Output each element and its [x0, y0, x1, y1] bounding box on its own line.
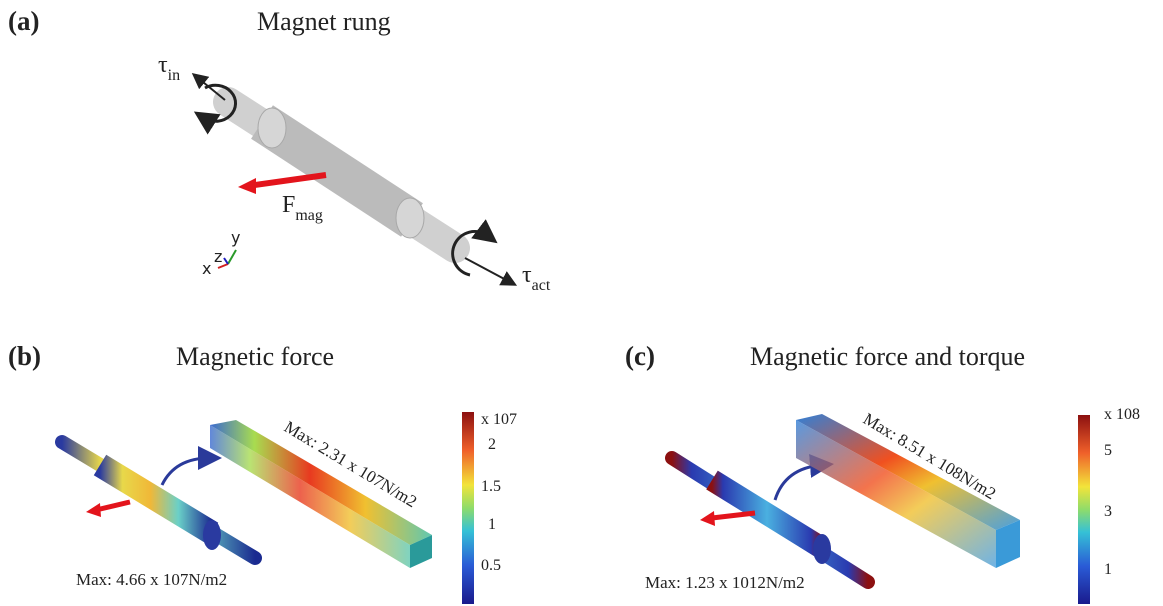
- panel-label: (b): [8, 341, 41, 371]
- symbol: τ: [522, 262, 532, 288]
- rod: [228, 102, 455, 248]
- panel-title: Magnet rung: [257, 7, 391, 36]
- force-arrow: [712, 513, 755, 518]
- force-arrow: [96, 502, 130, 510]
- axis-label: y: [231, 228, 240, 247]
- colorbar-exponent: x 108: [1104, 406, 1140, 423]
- subscript: act: [532, 277, 551, 294]
- panel-title: Magnetic force and torque: [750, 342, 1025, 371]
- arrow-head: [700, 511, 715, 526]
- colorbar-tick: 2: [488, 436, 496, 453]
- panel-label: (c): [625, 341, 655, 371]
- colorbar-tick: 3: [1104, 503, 1112, 520]
- subscript: in: [168, 67, 180, 84]
- axis-label: z: [214, 247, 222, 266]
- arrow-head: [238, 178, 256, 194]
- subscript: mag: [295, 207, 323, 224]
- zoom-arrow: [775, 465, 822, 500]
- zoom-arrow: [162, 458, 210, 485]
- axis-label: x: [202, 259, 211, 278]
- axis-triad: y z x: [202, 228, 240, 278]
- symbol: F: [282, 192, 295, 218]
- torque-label: τact: [522, 262, 551, 294]
- panel-label: (a): [8, 6, 39, 36]
- colorbar-tick: 1: [488, 516, 496, 533]
- colorbar-tick: 1.5: [481, 478, 501, 495]
- colorbar: [1078, 415, 1090, 604]
- arrow-head: [86, 503, 101, 517]
- max-label: Max: 4.66 x 107N/m2: [76, 570, 227, 589]
- colorbar-tick: 5: [1104, 442, 1112, 459]
- torque-label: τin: [158, 52, 180, 84]
- max-label: Max: 1.23 x 1012N/m2: [645, 573, 805, 592]
- figure: (a) Magnet rung τin Fmag τact y z x (b) …: [0, 0, 1163, 606]
- axis-arrow: [465, 258, 510, 282]
- colorbar-tick: 0.5: [481, 557, 501, 574]
- colorbar-exponent: x 107: [481, 411, 517, 428]
- colorbar: [462, 412, 474, 604]
- force-arrow: [248, 175, 326, 186]
- force-label: Fmag: [282, 192, 323, 224]
- rod: [62, 442, 255, 558]
- panel-title: Magnetic force: [176, 342, 334, 371]
- colorbar-tick: 1: [1104, 561, 1112, 578]
- symbol: τ: [158, 52, 168, 78]
